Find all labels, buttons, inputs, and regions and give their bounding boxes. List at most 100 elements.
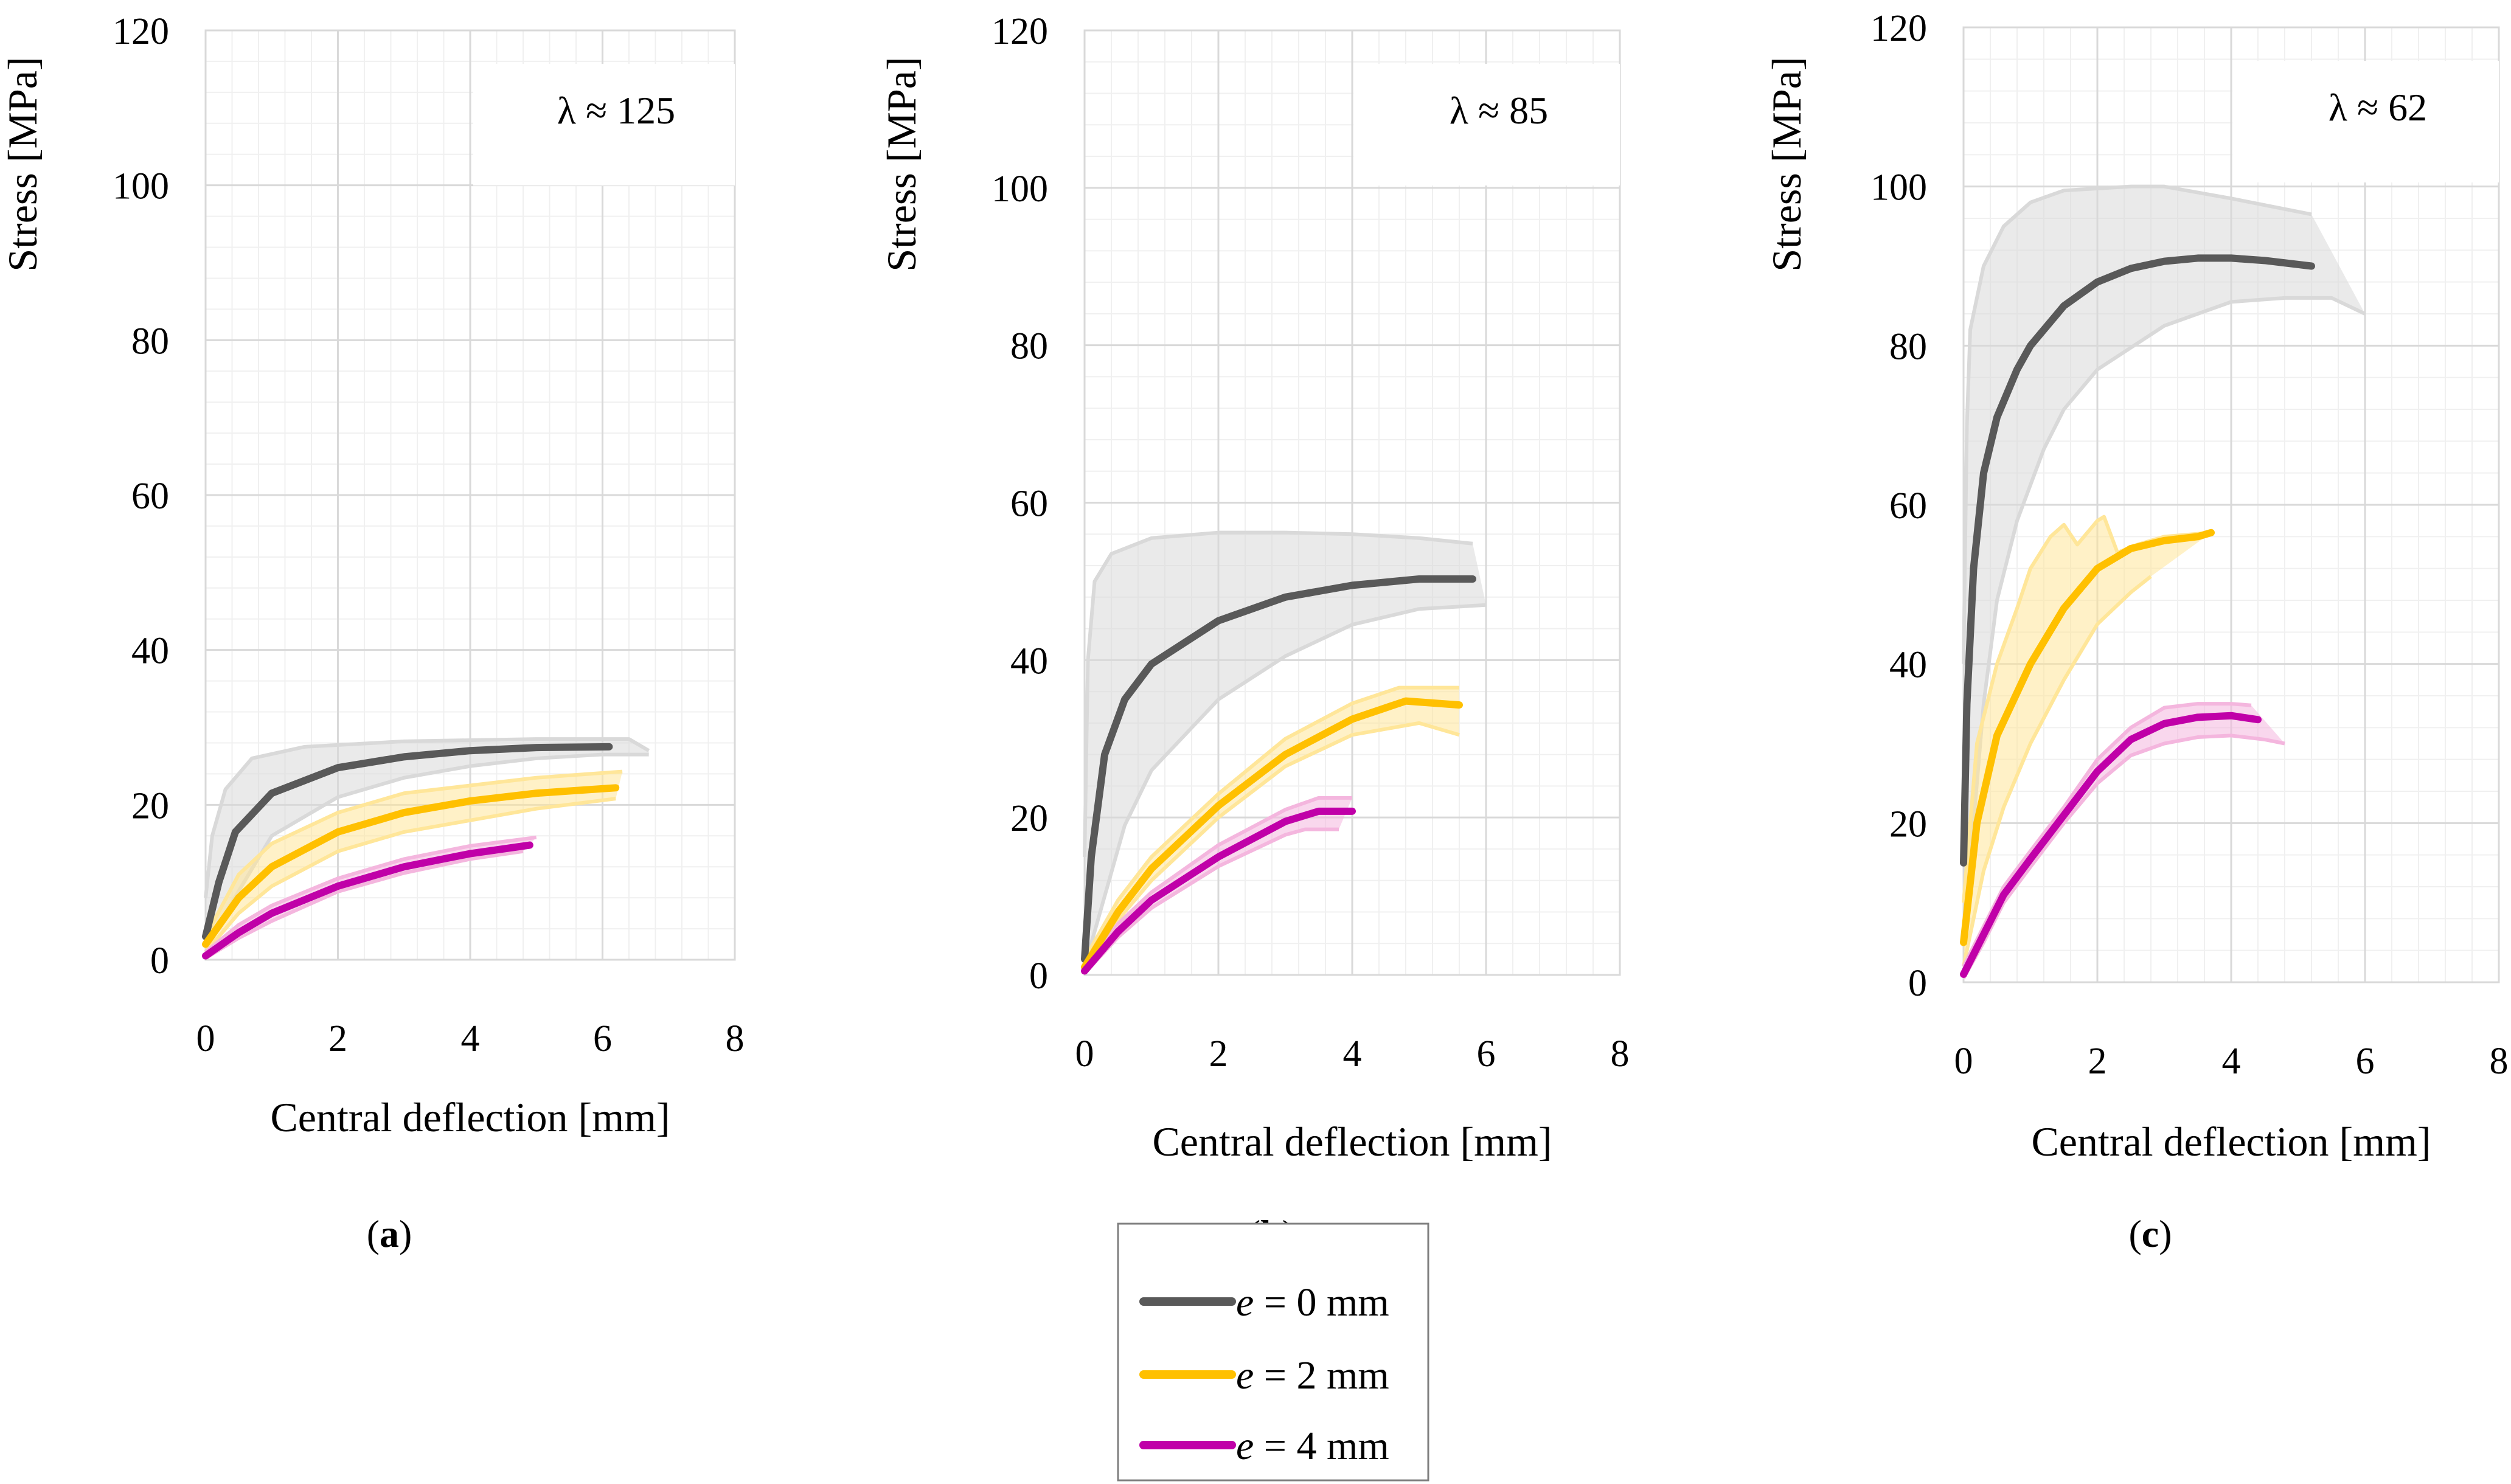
y-axis-label: Stress [MPa] [0,57,46,271]
mean-curve-e0 [202,743,613,940]
major-grid [1962,26,2500,983]
x-tick-label: 4 [461,1018,480,1059]
panel-c: λ ≈ 62 0 20 40 60 80 100 120 0 2 4 6 8 C… [1763,8,2509,1255]
legend-symbol: e [1236,1353,1254,1398]
legend-label-e0: e = 0 mm [1236,1280,1389,1325]
y-tick-label: 60 [1010,484,1048,525]
panel-caption: (c) [2128,1212,2172,1255]
band-e0 [206,739,649,952]
x-tick-label: 6 [593,1018,612,1059]
scatter-bands [1962,184,2366,979]
lower-bound-e4 [204,849,524,960]
mean-curve-e0 [1960,254,2315,867]
slenderness-label: λ ≈ 85 [1450,89,1548,132]
lower-bound-e2 [1962,575,2152,967]
mean-curve-e4 [202,841,533,960]
y-tick-label: 120 [113,11,169,52]
upper-bound-e4 [1083,796,1352,968]
legend-label-e2: e = 2 mm [1236,1353,1389,1398]
y-tick-label: 0 [1029,955,1048,997]
upper-bound-e2 [204,769,623,938]
mean-curves [1081,575,1476,975]
panel-b: λ ≈ 85 0 20 40 60 80 100 120 0 2 4 6 8 C… [878,11,1630,1255]
x-tick-labels: 0 2 4 6 8 [1954,1041,2509,1082]
x-tick-label: 8 [2490,1041,2509,1082]
x-tick-label: 2 [2088,1041,2107,1082]
x-tick-label: 8 [726,1018,745,1059]
mean-curve-e4 [1960,712,2262,978]
slenderness-box [2232,61,2499,182]
upper-bound-e0 [1083,530,1473,857]
y-tick-label: 80 [1889,326,1927,367]
y-tick-labels: 0 20 40 60 80 100 120 [113,11,169,982]
band-e0 [1964,186,2365,943]
upper-bound-e0 [204,737,650,898]
legend-box [1117,1222,1429,1482]
y-tick-label: 20 [131,785,169,827]
legend-text: = 4 mm [1254,1424,1389,1468]
legend-label-e4: e = 4 mm [1236,1424,1389,1468]
mean-curves [202,743,620,960]
x-tick-labels: 0 2 4 6 8 [1075,1033,1630,1075]
y-tick-label: 60 [1889,485,1927,527]
x-tick-label: 8 [1611,1033,1630,1075]
band-e2 [1964,516,2211,966]
y-tick-label: 40 [1010,640,1048,682]
mean-curve-e2 [1081,697,1463,971]
slenderness-box [473,64,735,186]
y-tick-label: 100 [1870,167,1927,209]
band-e4 [1085,797,1352,974]
upper-bound-e4 [204,835,537,954]
y-tick-label: 100 [113,166,169,207]
legend-symbol: e [1236,1280,1254,1325]
y-tick-label: 20 [1010,798,1048,839]
y-tick-label: 80 [1010,326,1048,367]
y-axis-label: Stress [MPa] [1763,57,1810,271]
x-tick-label: 4 [1343,1033,1362,1075]
mean-curve-e2 [1960,529,2215,946]
panel-caption: (a) [367,1212,412,1255]
x-tick-label: 6 [2356,1041,2375,1082]
caption-letter: a [380,1212,399,1255]
lower-bound-e2 [204,797,616,954]
y-tick-label: 40 [131,631,169,672]
slenderness-box [1353,64,1620,186]
x-tick-label: 4 [2222,1041,2241,1082]
slenderness-label: λ ≈ 125 [557,89,675,132]
y-tick-label: 100 [992,168,1048,210]
x-tick-label: 6 [1477,1033,1496,1075]
upper-bound-e0 [1962,184,2312,664]
y-tick-labels: 0 20 40 60 80 100 120 [992,11,1048,997]
legend-text: = 0 mm [1254,1280,1389,1325]
caption-letter: c [2142,1212,2159,1255]
lower-bound-e0 [1083,603,1487,968]
mean-curve-e4 [1081,807,1356,975]
legend-text: = 2 mm [1254,1353,1389,1398]
y-tick-label: 0 [150,940,169,982]
x-axis-label: Central deflection [mm] [1152,1118,1552,1165]
slenderness-label: λ ≈ 62 [2329,86,2427,129]
x-tick-label: 2 [1209,1033,1228,1075]
y-tick-label: 120 [1870,8,1927,49]
band-e4 [1964,704,2285,979]
lower-bound-e0 [1962,296,2366,943]
x-tick-labels: 0 2 4 6 8 [196,1018,745,1059]
legend-symbol: e [1236,1424,1254,1468]
x-tick-label: 0 [196,1018,215,1059]
x-tick-label: 2 [328,1018,347,1059]
y-axis-label: Stress [MPa] [878,57,925,271]
lower-bound-e2 [1083,721,1460,973]
mean-curve-e2 [202,784,620,948]
major-grid [1083,29,1621,976]
y-tick-label: 20 [1889,803,1927,845]
mean-curves [1960,254,2315,978]
legend: e = 0 mm e = 2 mm e = 4 mm [1117,1222,1429,1482]
mean-curve-e0 [1081,575,1476,963]
y-tick-label: 120 [992,11,1048,52]
upper-bound-e2 [1083,685,1459,960]
y-tick-labels: 0 20 40 60 80 100 120 [1870,8,1927,1004]
x-tick-label: 0 [1075,1033,1094,1075]
x-tick-label: 0 [1954,1041,1973,1082]
y-tick-label: 40 [1889,645,1927,686]
